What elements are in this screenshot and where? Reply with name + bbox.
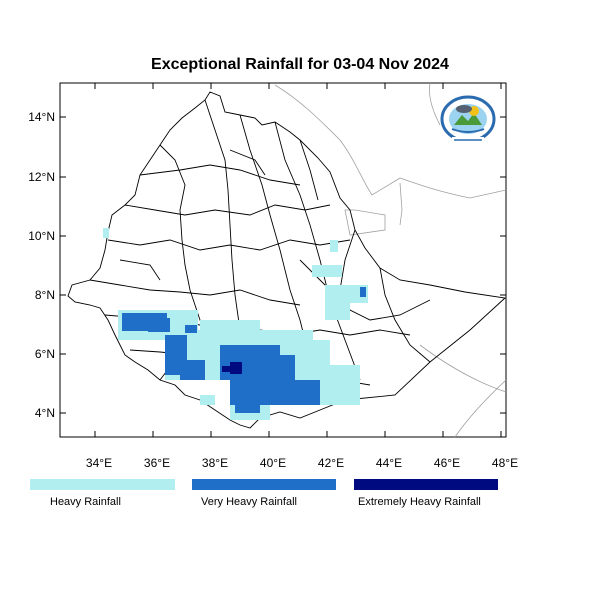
lat-label-8: 8°N	[35, 288, 55, 302]
legend-swatch-very-heavy	[192, 479, 336, 490]
lon-label-46: 46°E	[434, 456, 460, 470]
lon-label-40: 40°E	[260, 456, 286, 470]
lat-label-6: 6°N	[35, 347, 55, 361]
lat-label-14: 14°N	[28, 110, 55, 124]
lon-label-36: 36°E	[144, 456, 170, 470]
legend-swatch-heavy	[30, 479, 175, 490]
lat-label-10: 10°N	[28, 229, 55, 243]
lon-label-38: 38°E	[202, 456, 228, 470]
legend-label-very-heavy: Very Heavy Rainfall	[201, 496, 297, 508]
legend-swatch-extreme	[354, 479, 498, 490]
lon-label-44: 44°E	[376, 456, 402, 470]
map-title: Exceptional Rainfall for 03-04 Nov 2024	[151, 56, 449, 73]
ethiopia-outline	[67, 91, 507, 429]
lat-label-4: 4°N	[35, 406, 55, 420]
legend-label-extreme: Extremely Heavy Rainfall	[358, 496, 481, 508]
legend-label-heavy: Heavy Rainfall	[50, 496, 121, 508]
extreme-rainfall-areas	[222, 362, 242, 374]
ethiopian-meteorology-institute-logo	[440, 95, 496, 143]
lon-axis	[94, 83, 502, 437]
rainfall-overlay	[103, 228, 368, 420]
lon-label-34: 34°E	[86, 456, 112, 470]
lat-axis	[60, 116, 506, 414]
neighbor-borders	[274, 82, 507, 438]
lon-label-48: 48°E	[492, 456, 518, 470]
very-heavy-rainfall-areas	[122, 287, 366, 413]
lon-label-42: 42°E	[318, 456, 344, 470]
lat-label-12: 12°N	[28, 170, 55, 184]
